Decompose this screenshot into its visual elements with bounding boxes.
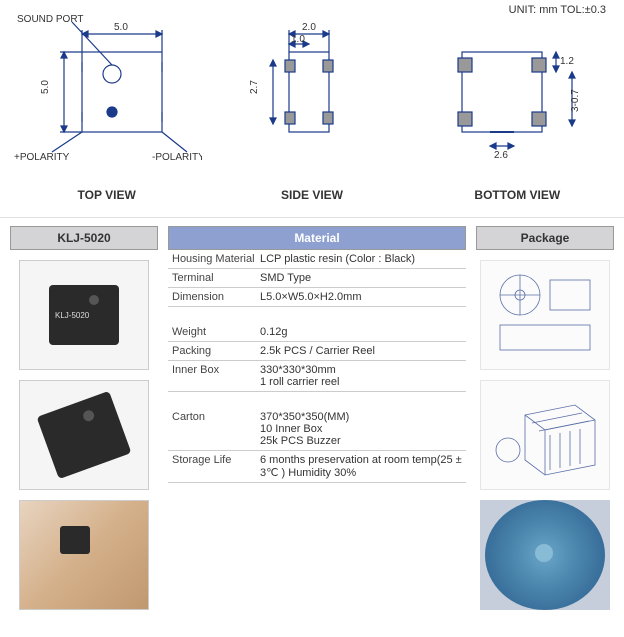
side-view-diagram: 2.0 1.0 2.7 [247, 12, 377, 182]
package-box-drawing [480, 380, 610, 490]
table-key: Carton [172, 411, 260, 447]
top-view-diagram: SOUND PORT +POLARITY -POLARITY 5.0 5.0 [12, 12, 202, 182]
side-view-panel: 2.0 1.0 2.7 SIDE VIEW [215, 12, 408, 213]
table-value: 0.12g [260, 326, 462, 338]
table-value: 370*350*350(MM)10 Inner Box25k PCS Buzze… [260, 411, 462, 447]
table-row: Storage Life6 months preservation at roo… [168, 451, 466, 483]
table-key: Storage Life [172, 454, 260, 479]
bottom-view-label: BOTTOM VIEW [421, 188, 614, 202]
bottom-view-diagram: 1.2 3-0.7 2.6 [432, 12, 602, 182]
top-dim-w: 5.0 [114, 22, 128, 33]
side-dim-h: 2.7 [249, 80, 260, 94]
side-dim-w: 2.0 [302, 22, 316, 33]
top-dim-h: 5.0 [40, 80, 51, 94]
bottom-dim-r: 1.2 [560, 56, 574, 67]
table-value: 2.5k PCS / Carrier Reel [260, 345, 462, 357]
table-value: 330*330*30mm1 roll carrier reel [260, 364, 462, 388]
product-photo-thumb [19, 500, 149, 610]
table-row: Housing MaterialLCP plastic resin (Color… [168, 250, 466, 269]
pos-polarity-label: +POLARITY [14, 152, 70, 163]
table-row: Packing2.5k PCS / Carrier Reel [168, 342, 466, 361]
product-photo-angle [19, 380, 149, 490]
table-row: Inner Box330*330*30mm1 roll carrier reel [168, 361, 466, 392]
bottom-dim-pad: 2.6 [494, 150, 508, 161]
top-view-panel: SOUND PORT +POLARITY -POLARITY 5.0 5.0 T… [10, 12, 203, 213]
table-key: Inner Box [172, 364, 260, 388]
table-key: Terminal [172, 272, 260, 284]
table-row: TerminalSMD Type [168, 269, 466, 288]
weight-table: Weight0.12gPacking2.5k PCS / Carrier Ree… [168, 323, 466, 392]
material-table: Housing MaterialLCP plastic resin (Color… [168, 250, 466, 307]
package-header: Package [476, 226, 614, 250]
bottom-dim-gap: 3-0.7 [570, 89, 581, 112]
table-value: SMD Type [260, 272, 462, 284]
table-value: L5.0×W5.0×H2.0mm [260, 291, 462, 303]
chip-icon [37, 391, 132, 479]
carton-table: Carton370*350*350(MM)10 Inner Box25k PCS… [168, 408, 466, 483]
table-row: Carton370*350*350(MM)10 Inner Box25k PCS… [168, 408, 466, 451]
package-reel-photo [480, 500, 610, 610]
table-key: Packing [172, 345, 260, 357]
bottom-view-panel: 1.2 3-0.7 2.6 BOTTOM VIEW [421, 12, 614, 213]
package-reel-drawing [480, 260, 610, 370]
chip-icon: KLJ-5020 [49, 285, 119, 345]
product-header: KLJ-5020 [10, 226, 158, 250]
product-photo-top: KLJ-5020 [19, 260, 149, 370]
table-value: LCP plastic resin (Color : Black) [260, 253, 462, 265]
side-view-label: SIDE VIEW [215, 188, 408, 202]
thumb-icon [20, 501, 148, 609]
top-view-label: TOP VIEW [10, 188, 203, 202]
sound-port-label: SOUND PORT [17, 14, 84, 25]
neg-polarity-label: -POLARITY [152, 152, 202, 163]
material-header: Material [168, 226, 466, 250]
table-key: Dimension [172, 291, 260, 303]
side-dim-in: 1.0 [291, 34, 305, 45]
reel-icon [485, 500, 605, 610]
table-row: DimensionL5.0×W5.0×H2.0mm [168, 288, 466, 307]
table-row: Weight0.12g [168, 323, 466, 342]
table-key: Housing Material [172, 253, 260, 265]
table-key: Weight [172, 326, 260, 338]
table-value: 6 months preservation at room temp(25 ± … [260, 454, 462, 479]
